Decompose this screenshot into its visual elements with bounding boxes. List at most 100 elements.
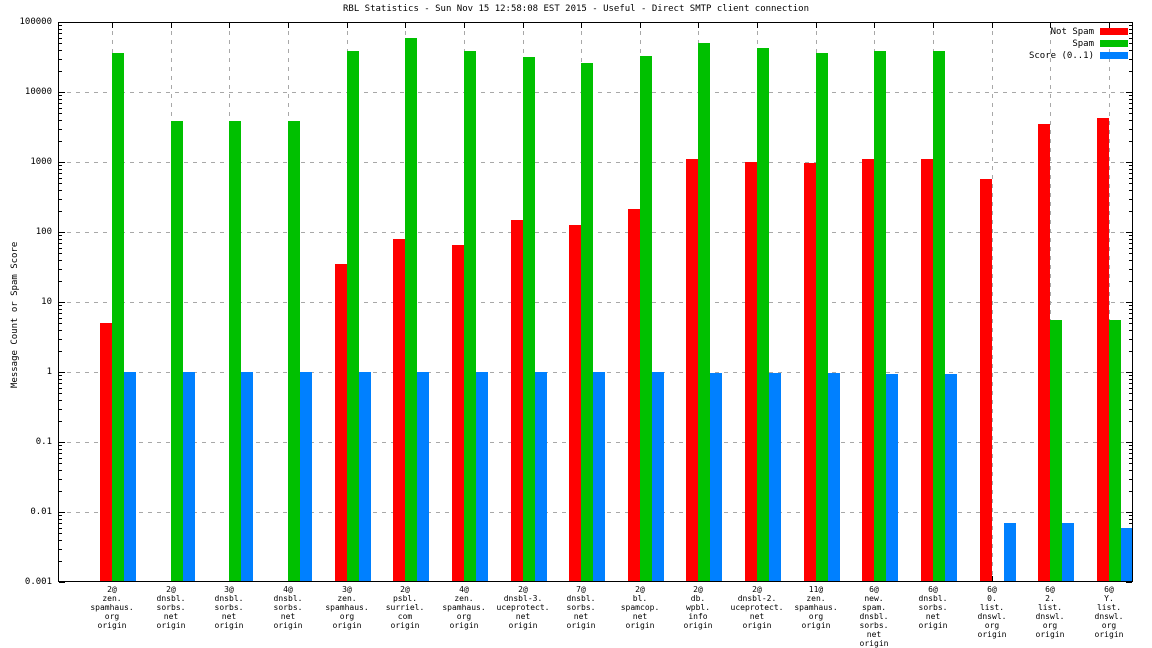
x-category-label: 11@ zen. spamhaus. org origin <box>794 585 838 630</box>
bar-not-spam <box>100 323 112 582</box>
x-category-label: 2@ bl. spamcop. net origin <box>620 585 660 630</box>
bar-score <box>1004 523 1016 582</box>
bar-score <box>886 374 898 582</box>
y-major-tick-left <box>59 162 65 163</box>
y-minor-tick-left <box>59 211 62 212</box>
bar-spam <box>523 57 535 582</box>
y-minor-tick-right <box>1129 243 1132 244</box>
x-tick-top <box>229 23 230 28</box>
y-minor-tick-right <box>1129 305 1132 306</box>
y-minor-tick-left <box>59 540 62 541</box>
y-minor-tick-left <box>59 129 62 130</box>
h-gridline <box>58 232 1133 233</box>
y-major-tick-right <box>1126 512 1132 513</box>
bar-not-spam <box>686 159 698 582</box>
y-minor-tick-right <box>1129 519 1132 520</box>
y-minor-tick-right <box>1129 515 1132 516</box>
y-major-tick-left <box>59 22 65 23</box>
y-minor-tick-right <box>1129 183 1132 184</box>
y-major-tick-right <box>1126 162 1132 163</box>
y-minor-tick-left <box>59 25 62 26</box>
y-minor-tick-left <box>59 388 62 389</box>
y-minor-tick-left <box>59 260 62 261</box>
y-tick-label: 100000 <box>19 17 52 27</box>
y-tick-label: 10 <box>41 297 52 307</box>
y-minor-tick-right <box>1129 50 1132 51</box>
bar-spam <box>112 53 124 582</box>
bar-score <box>183 372 195 582</box>
y-major-tick-right <box>1126 302 1132 303</box>
bar-not-spam <box>393 239 405 582</box>
y-minor-tick-left <box>59 375 62 376</box>
y-minor-tick-right <box>1129 190 1132 191</box>
y-tick-label: 10000 <box>24 87 52 97</box>
y-minor-tick-left <box>59 165 62 166</box>
y-minor-tick-left <box>59 190 62 191</box>
y-major-tick-right <box>1126 442 1132 443</box>
bar-score <box>769 373 781 582</box>
bar-not-spam <box>511 220 523 582</box>
y-minor-tick-left <box>59 281 62 282</box>
y-minor-tick-right <box>1129 470 1132 471</box>
bar-spam <box>1109 320 1121 582</box>
x-tick-top <box>640 23 641 28</box>
y-major-tick-left <box>59 302 65 303</box>
x-tick-top <box>698 23 699 28</box>
x-tick-top <box>874 23 875 28</box>
y-minor-tick-right <box>1129 309 1132 310</box>
y-minor-tick-left <box>59 38 62 39</box>
bar-score <box>828 373 840 582</box>
legend-label: Not Spam <box>1050 27 1094 37</box>
y-minor-tick-left <box>59 409 62 410</box>
y-minor-tick-left <box>59 383 62 384</box>
y-minor-tick-left <box>59 523 62 524</box>
y-major-tick-right <box>1126 92 1132 93</box>
bar-spam <box>816 53 828 582</box>
y-minor-tick-right <box>1129 71 1132 72</box>
bar-spam <box>229 121 241 582</box>
y-minor-tick-left <box>59 458 62 459</box>
y-major-tick-left <box>59 232 65 233</box>
y-minor-tick-right <box>1129 463 1132 464</box>
y-minor-tick-right <box>1129 479 1132 480</box>
y-minor-tick-left <box>59 515 62 516</box>
legend-label: Score (0..1) <box>1028 51 1094 61</box>
y-minor-tick-left <box>59 519 62 520</box>
x-category-label: 2@ dnsbl. sorbs. net origin <box>156 585 186 630</box>
x-tick-top <box>933 23 934 28</box>
y-minor-tick-left <box>59 199 62 200</box>
y-minor-tick-left <box>59 339 62 340</box>
bar-spam <box>581 63 593 582</box>
y-minor-tick-left <box>59 183 62 184</box>
y-minor-tick-left <box>59 323 62 324</box>
x-category-label: 2@ db. wpbl. info origin <box>683 585 713 630</box>
x-tick-top <box>171 23 172 28</box>
y-minor-tick-left <box>59 95 62 96</box>
bar-spam <box>698 43 710 582</box>
y-minor-tick-left <box>59 243 62 244</box>
y-tick-label: 0.1 <box>35 437 52 447</box>
y-minor-tick-left <box>59 173 62 174</box>
bar-not-spam <box>1038 124 1050 582</box>
bar-spam <box>171 121 183 582</box>
bar-spam <box>874 51 886 582</box>
y-minor-tick-right <box>1129 313 1132 314</box>
y-minor-tick-left <box>59 269 62 270</box>
x-category-label: 2@ dnsbl-2. uceprotect. net origin <box>730 585 784 630</box>
x-category-label: 2@ psbl. surriel. com origin <box>385 585 425 630</box>
bar-spam <box>405 38 417 582</box>
x-category-label: 7@ dnsbl. sorbs. net origin <box>566 585 596 630</box>
y-minor-tick-left <box>59 379 62 380</box>
y-minor-tick-left <box>59 235 62 236</box>
y-minor-tick-right <box>1129 178 1132 179</box>
y-minor-tick-right <box>1129 253 1132 254</box>
x-tick-top <box>112 23 113 28</box>
y-minor-tick-left <box>59 169 62 170</box>
y-minor-tick-right <box>1129 29 1132 30</box>
bar-not-spam <box>628 209 640 582</box>
y-minor-tick-right <box>1129 318 1132 319</box>
y-minor-tick-left <box>59 103 62 104</box>
y-minor-tick-left <box>59 561 62 562</box>
y-major-tick-right <box>1126 22 1132 23</box>
y-minor-tick-left <box>59 178 62 179</box>
